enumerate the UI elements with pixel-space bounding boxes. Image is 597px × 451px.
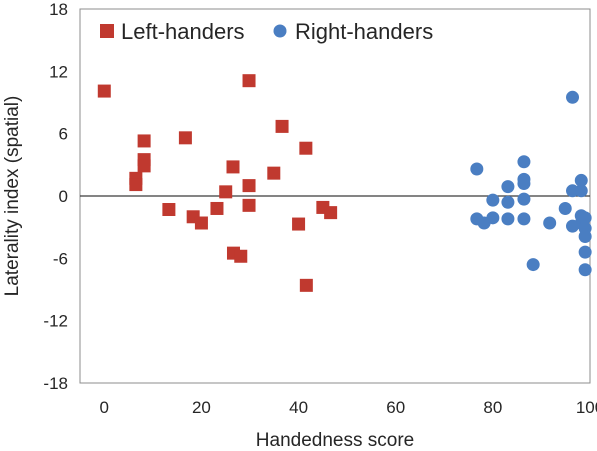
point-right-handers <box>543 216 557 230</box>
legend: Left-handers Right-handers <box>100 19 433 44</box>
x-tick-label: 20 <box>192 398 211 417</box>
point-right-handers <box>526 258 540 272</box>
legend-label-right-handers: Right-handers <box>295 19 433 44</box>
point-left-handers <box>267 166 281 180</box>
point-left-handers <box>194 216 208 230</box>
point-left-handers <box>324 206 338 220</box>
y-axis-label: Laterality index (spatial) <box>2 96 23 297</box>
point-right-handers <box>486 193 500 207</box>
point-right-handers <box>517 155 531 169</box>
point-right-handers <box>486 211 500 225</box>
x-axis-ticks: 0 20 40 60 80 100 <box>100 398 597 417</box>
x-tick-label: 0 <box>100 398 109 417</box>
point-right-handers <box>501 195 515 209</box>
x-tick-label: 80 <box>483 398 502 417</box>
point-left-handers <box>242 179 256 193</box>
point-left-handers <box>234 249 248 263</box>
point-right-handers <box>501 212 515 226</box>
y-tick-label: -12 <box>43 312 68 331</box>
point-left-handers <box>226 160 240 174</box>
y-tick-label: 18 <box>49 0 68 19</box>
y-axis-ticks: 18 12 6 0 -6 -12 -18 <box>43 0 68 393</box>
point-right-handers <box>517 212 531 226</box>
y-tick-label: 0 <box>59 187 68 206</box>
point-right-handers <box>517 192 531 206</box>
point-left-handers <box>275 119 289 133</box>
point-right-handers <box>574 184 588 198</box>
point-left-handers <box>299 278 313 292</box>
point-right-handers <box>517 177 531 191</box>
y-tick-label: -18 <box>43 374 68 393</box>
legend-label-left-handers: Left-handers <box>121 19 245 44</box>
y-tick-label: 12 <box>49 62 68 81</box>
point-left-handers <box>137 159 151 173</box>
point-right-handers <box>578 245 592 259</box>
point-right-handers <box>470 162 484 176</box>
point-right-handers <box>574 173 588 187</box>
point-left-handers <box>97 84 111 98</box>
x-tick-label: 40 <box>289 398 308 417</box>
point-right-handers <box>501 180 515 194</box>
point-right-handers <box>578 211 592 225</box>
point-left-handers <box>129 178 143 192</box>
point-left-handers <box>137 134 151 148</box>
x-axis-label: Handedness score <box>256 430 414 451</box>
point-left-handers <box>299 141 313 155</box>
y-tick-label: 6 <box>59 125 68 144</box>
x-tick-label: 60 <box>386 398 405 417</box>
legend-marker-right-handers <box>273 24 287 38</box>
data-points <box>97 74 592 292</box>
point-right-handers <box>578 230 592 244</box>
point-left-handers <box>178 131 192 145</box>
point-left-handers <box>210 201 224 215</box>
point-left-handers <box>162 203 176 217</box>
y-tick-label: -6 <box>53 249 68 268</box>
point-right-handers <box>578 263 592 277</box>
point-left-handers <box>242 198 256 212</box>
point-left-handers <box>292 217 306 231</box>
point-left-handers <box>219 185 233 199</box>
point-right-handers <box>558 201 572 215</box>
x-tick-label: 100 <box>576 398 597 417</box>
point-right-handers <box>566 90 580 104</box>
point-left-handers <box>242 74 256 88</box>
legend-marker-left-handers <box>100 24 114 38</box>
